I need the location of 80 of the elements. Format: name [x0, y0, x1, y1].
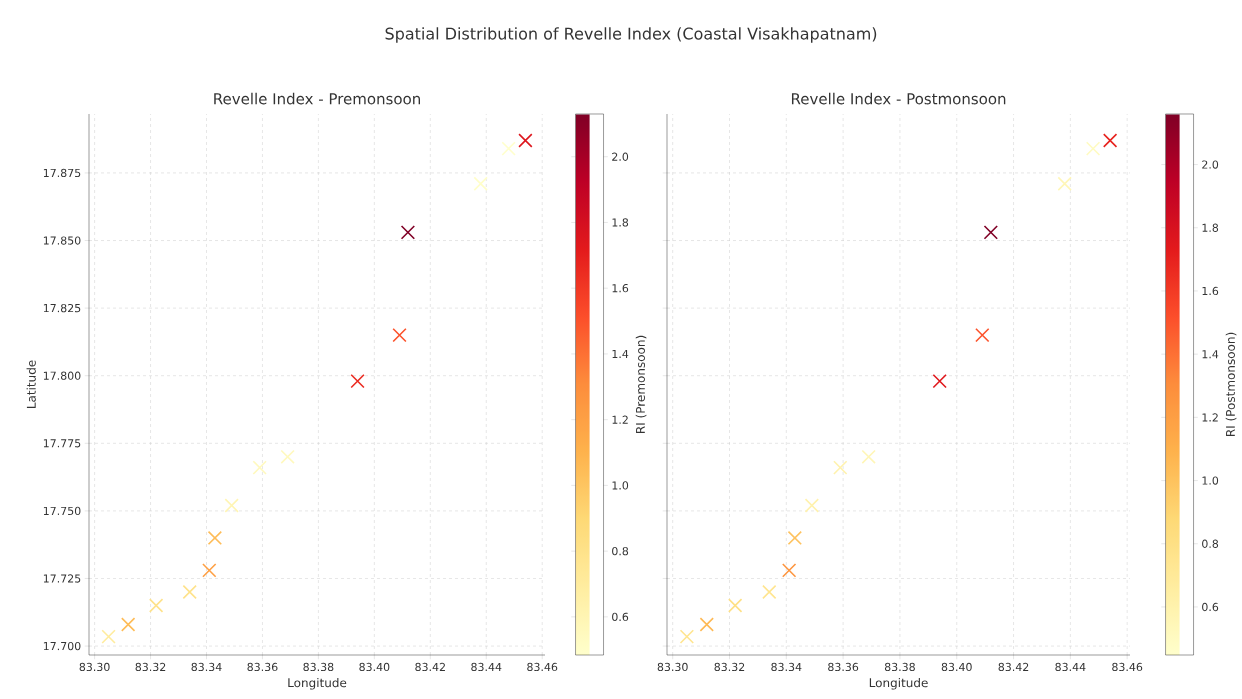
- point: [202, 563, 217, 578]
- x-tick-label: 83.44: [1055, 662, 1086, 672]
- color-bar-label: 2.0: [1202, 160, 1219, 169]
- y-tick-label: 17.700: [43, 641, 81, 651]
- x-tick-label: 83.38: [884, 662, 915, 672]
- point: [1085, 141, 1101, 156]
- x-axis-title: Longitude: [869, 677, 928, 690]
- color-bar-label: 1.6: [612, 284, 629, 293]
- x-tick-label: 83.46: [527, 662, 558, 672]
- point: [501, 141, 516, 156]
- y-tick-label: 17.850: [43, 236, 81, 245]
- y-tick-label: 17.775: [43, 439, 81, 448]
- color-bar-label: 1.4: [612, 349, 629, 358]
- color-bar-label: 1.8: [1202, 223, 1219, 232]
- y-tick-label: 17.825: [43, 303, 81, 313]
- color-bar-label: 1.4: [1202, 350, 1219, 359]
- x-tick-label: 83.32: [714, 662, 745, 672]
- point: [392, 327, 407, 343]
- point: [252, 460, 267, 475]
- point: [473, 176, 488, 191]
- point: [400, 225, 416, 240]
- point: [101, 629, 116, 644]
- x-tick-label: 83.40: [941, 662, 972, 672]
- point: [861, 449, 876, 464]
- x-tick-label: 83.40: [359, 662, 390, 672]
- color-bar-label: 1.0: [612, 481, 629, 490]
- chart-title: Revelle Index - Premonsoon: [214, 92, 420, 105]
- x-tick-label: 83.36: [828, 662, 859, 672]
- x-tick-label: 83.34: [771, 662, 802, 672]
- x-tick-label: 83.30: [79, 662, 110, 672]
- y-tick-label: 17.750: [43, 506, 81, 516]
- color-bar-title: RI (Premonsoon): [635, 335, 647, 433]
- y-tick-label: 17.725: [43, 574, 81, 583]
- x-tick-label: 83.38: [303, 662, 334, 672]
- color-bar-label: 1.2: [1202, 413, 1218, 422]
- x-tick-label: 83.42: [998, 662, 1029, 672]
- color-bar-label: 0.6: [612, 612, 629, 622]
- color-bar-label: 0.8: [612, 546, 629, 556]
- point: [1057, 176, 1072, 191]
- point: [781, 563, 797, 578]
- point: [182, 584, 197, 600]
- color-bar-label: 1.6: [1202, 286, 1219, 296]
- color-bar-label: 1.0: [1202, 476, 1219, 485]
- x-tick-label: 83.36: [247, 662, 278, 672]
- point: [207, 530, 223, 546]
- x-tick-label: 83.34: [191, 662, 222, 672]
- y-tick-label: 17.875: [43, 168, 81, 178]
- color-bar-label: 2.0: [612, 152, 629, 161]
- color-bar-title: RI (Postmonsoon): [1225, 332, 1237, 436]
- point: [983, 225, 998, 240]
- point: [148, 598, 164, 613]
- point: [350, 373, 365, 389]
- point: [699, 617, 714, 632]
- point: [679, 629, 695, 644]
- point: [280, 449, 295, 464]
- y-tick-label: 17.800: [43, 371, 81, 380]
- point: [833, 460, 848, 475]
- point: [975, 327, 990, 343]
- color-bar-label: 0.6: [1202, 602, 1219, 612]
- point: [121, 617, 136, 632]
- color-bar-label: 0.8: [1202, 539, 1219, 548]
- point: [728, 598, 743, 613]
- x-tick-label: 83.46: [1112, 662, 1143, 672]
- point: [224, 498, 239, 513]
- point: [518, 133, 533, 148]
- color-bar-label: 1.2: [612, 415, 628, 424]
- chart-title: Revelle Index - Postmonsoon: [791, 92, 1006, 105]
- x-tick-label: 83.32: [135, 662, 166, 672]
- point: [804, 498, 820, 513]
- point: [932, 373, 947, 389]
- x-tick-label: 83.44: [471, 662, 502, 672]
- x-tick-label: 83.30: [657, 662, 688, 672]
- x-tick-label: 83.42: [415, 662, 445, 672]
- point: [762, 584, 777, 600]
- point: [787, 530, 802, 546]
- text: Spatial Distribution of Revelle Index (Coastal Visakhapatnam): [385, 27, 877, 43]
- x-axis-title: Longitude: [288, 677, 347, 690]
- point: [1102, 133, 1118, 148]
- color-bar-label: 1.8: [612, 218, 629, 227]
- y-axis-title: Latitude: [26, 360, 36, 409]
